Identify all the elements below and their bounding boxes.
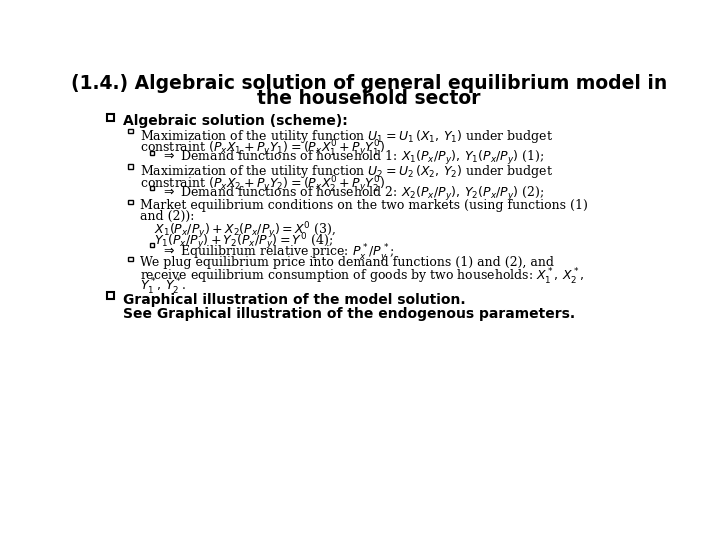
Text: (1.4.) Algebraic solution of general equilibrium model in: (1.4.) Algebraic solution of general equ… <box>71 74 667 93</box>
Text: constraint $(P_xX_1 + P_yY_1) = (P_xX_1^0 + P_yY_1^0)$: constraint $(P_xX_1 + P_yY_1) = (P_xX_1^… <box>140 139 384 159</box>
Text: Maximization of the utility function $U_2 = U_2\,(X_2,\, Y_2)$ under budget: Maximization of the utility function $U_… <box>140 164 553 180</box>
Text: receive equilibrium consumption of goods by two households: $X_1^*,\, X_2^*,$: receive equilibrium consumption of goods… <box>140 267 585 287</box>
Text: $X_1(P_x/P_y) + X_2(P_x/P_y) = X^0$ (3),: $X_1(P_x/P_y) + X_2(P_x/P_y) = X^0$ (3), <box>153 220 336 241</box>
Bar <box>107 114 114 120</box>
Text: $\Rightarrow$ Demand functions of household 2: $X_2(P_x/P_y),\, Y_2(P_x/P_y)$ (2: $\Rightarrow$ Demand functions of househ… <box>161 185 544 203</box>
Text: Algebraic solution (scheme):: Algebraic solution (scheme): <box>122 114 347 128</box>
Bar <box>150 151 154 154</box>
Text: See Graphical illustration of the endogenous parameters.: See Graphical illustration of the endoge… <box>122 307 575 321</box>
Text: $\Rightarrow$ Demand functions of household 1: $X_1(P_x/P_y),\, Y_1(P_x/P_y)$ (1: $\Rightarrow$ Demand functions of househ… <box>161 150 544 167</box>
Text: constraint $(P_xX_2 + P_yY_2) = (P_xX_2^0 + P_yY_2^0)$: constraint $(P_xX_2 + P_yY_2) = (P_xX_2^… <box>140 174 384 195</box>
Text: Graphical illustration of the model solution.: Graphical illustration of the model solu… <box>122 293 465 307</box>
Bar <box>107 292 114 299</box>
Text: and (2)):: and (2)): <box>140 210 194 222</box>
Bar <box>128 129 132 133</box>
Bar <box>150 243 154 247</box>
Text: We plug equilibrium price into demand functions (1) and (2), and: We plug equilibrium price into demand fu… <box>140 256 554 269</box>
Text: Market equilibrium conditions on the two markets (using functions (1): Market equilibrium conditions on the two… <box>140 199 588 212</box>
Text: $\Rightarrow$ Equilibrium relative price: $P_x^*/P_y^*$;: $\Rightarrow$ Equilibrium relative price… <box>161 242 395 264</box>
Bar <box>128 200 132 204</box>
Text: the household sector: the household sector <box>257 89 481 107</box>
Bar <box>150 186 154 190</box>
Bar <box>128 164 132 168</box>
Text: $Y_1^*,\, Y_2^*$.: $Y_1^*,\, Y_2^*$. <box>140 278 186 298</box>
Text: Maximization of the utility function $U_1 = U_1\,(X_1,\, Y_1)$ under budget: Maximization of the utility function $U_… <box>140 128 553 145</box>
Text: $Y_1(P_x/P_y) + Y_2(P_x/P_y) = Y^0$ (4);: $Y_1(P_x/P_y) + Y_2(P_x/P_y) = Y^0$ (4); <box>153 231 333 252</box>
Bar <box>128 256 132 261</box>
